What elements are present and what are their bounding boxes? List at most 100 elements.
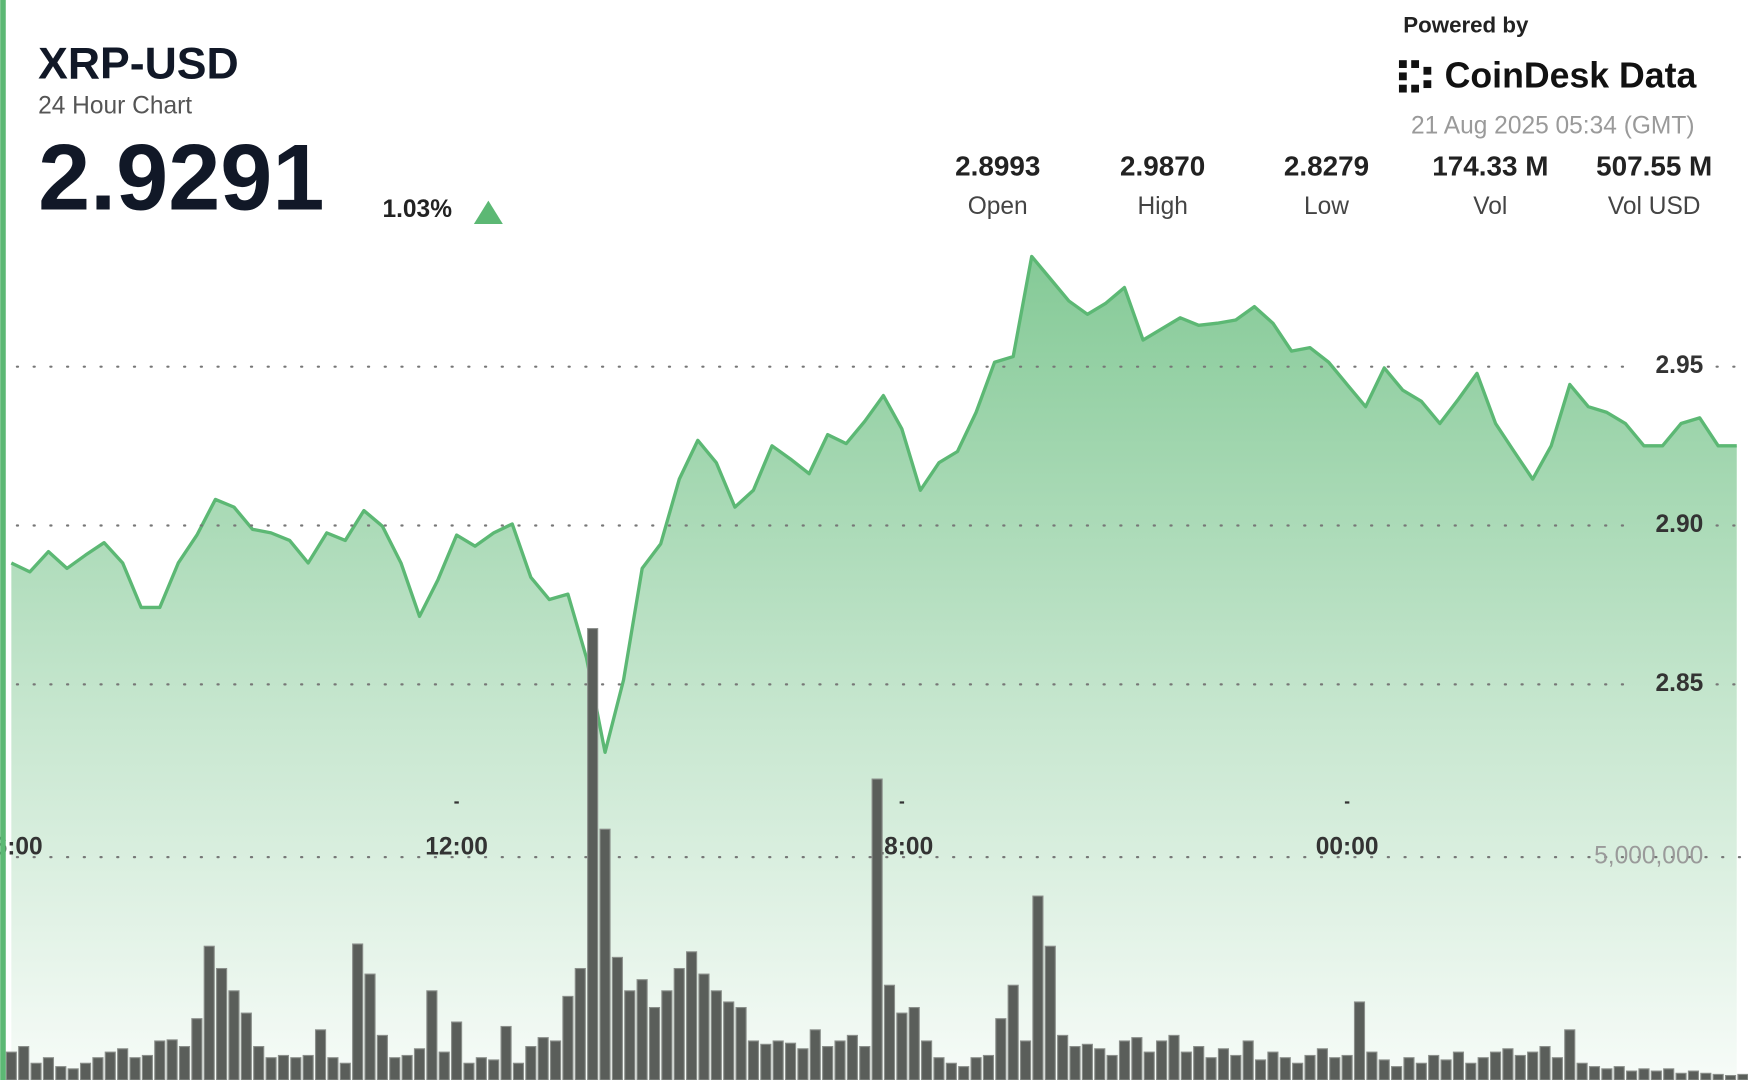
volume-bar xyxy=(154,1040,166,1080)
volume-bar xyxy=(1514,1054,1526,1080)
volume-bar xyxy=(141,1054,153,1080)
stat-label: Vol xyxy=(1473,193,1507,220)
up-arrow xyxy=(473,200,503,225)
volume-bar xyxy=(1724,1074,1737,1080)
price-area xyxy=(11,256,1737,1080)
volume-bar xyxy=(1341,1054,1353,1080)
volume-bar xyxy=(1700,1072,1712,1080)
volume-bar xyxy=(339,1062,351,1080)
volume-bar xyxy=(1156,1040,1168,1080)
y-tick-label: 2.90 xyxy=(1656,511,1704,538)
volume-bar xyxy=(1675,1072,1687,1080)
stat-label: Low xyxy=(1304,193,1349,220)
change: 1.03% xyxy=(382,196,452,223)
volume-bar xyxy=(475,1057,487,1080)
volume-bar xyxy=(1094,1048,1106,1080)
volume-bar xyxy=(1403,1057,1415,1080)
volume-bar xyxy=(500,1025,512,1080)
volume-bar xyxy=(1527,1051,1539,1080)
volume-bar xyxy=(1601,1068,1613,1080)
volume-bar xyxy=(1489,1051,1502,1080)
volume-bar xyxy=(908,1006,920,1080)
volume-bar xyxy=(846,1034,858,1080)
timestamp: 21 Aug 2025 05:34 (GMT) xyxy=(1411,113,1694,140)
volume-bar xyxy=(673,967,685,1080)
y-tick-label: 5,000,000 xyxy=(1594,843,1703,870)
volume-bar xyxy=(698,973,710,1080)
volume-bar xyxy=(1440,1059,1452,1080)
volume-bar xyxy=(389,1057,401,1080)
volume-bar xyxy=(216,967,228,1080)
volume-bar xyxy=(587,628,599,1080)
volume-bar xyxy=(883,984,896,1080)
volume-bar xyxy=(822,1046,834,1080)
volume-bar xyxy=(636,979,648,1080)
volume-bar xyxy=(364,973,376,1080)
volume-bar xyxy=(327,1057,339,1080)
volume-bar xyxy=(5,1051,17,1080)
volume-bar xyxy=(1638,1068,1650,1080)
volume-bar xyxy=(438,1051,450,1080)
stat-value: 174.33 M xyxy=(1432,151,1548,182)
volume-bar xyxy=(599,828,611,1080)
volume-bar xyxy=(1428,1054,1440,1080)
volume-bar xyxy=(921,1040,933,1080)
brand: CoinDesk Data xyxy=(1445,55,1698,95)
volume-bar xyxy=(265,1057,277,1080)
volume-bar xyxy=(1180,1051,1192,1080)
volume-bar xyxy=(1687,1070,1700,1080)
volume-bar xyxy=(982,1054,995,1080)
volume-bar xyxy=(1539,1046,1551,1080)
volume-bar xyxy=(67,1068,79,1080)
volume-bar xyxy=(512,1062,525,1080)
volume-bar xyxy=(451,1021,463,1080)
volume-bar xyxy=(735,1006,747,1080)
stat-label: Vol USD xyxy=(1608,193,1701,220)
volume-bar xyxy=(178,1046,191,1080)
volume-bar xyxy=(648,1006,661,1080)
volume-bar xyxy=(1465,1062,1477,1080)
volume-bar xyxy=(970,1057,982,1080)
price: 2.9291 xyxy=(38,125,324,230)
volume-bar xyxy=(277,1054,290,1080)
volume-bar xyxy=(859,1046,871,1080)
volume-bar xyxy=(79,1062,92,1080)
volume-bar xyxy=(1663,1068,1675,1080)
volume-bar xyxy=(129,1057,141,1080)
volume-bar xyxy=(1230,1054,1242,1080)
volume-bar xyxy=(772,1040,784,1080)
volume-bar xyxy=(710,990,722,1080)
stat-value: 2.9870 xyxy=(1120,151,1205,182)
volume-bar xyxy=(1057,1034,1069,1080)
volume-bar xyxy=(203,945,215,1080)
volume-bar xyxy=(1267,1051,1279,1080)
volume-bar xyxy=(995,1018,1007,1080)
volume-bar xyxy=(228,990,240,1080)
volume-bar xyxy=(92,1057,104,1080)
volume-bar xyxy=(686,951,698,1080)
volume-bar xyxy=(1044,945,1056,1080)
volume-bar xyxy=(809,1029,821,1080)
volume-bar xyxy=(797,1048,809,1080)
stat-value: 2.8279 xyxy=(1284,151,1369,182)
volume-bar xyxy=(1391,1066,1403,1080)
volume-bar xyxy=(1106,1054,1118,1080)
volume-bar xyxy=(834,1040,846,1080)
volume-bar xyxy=(1205,1057,1217,1080)
volume-bar xyxy=(1712,1073,1724,1080)
volume-bar xyxy=(1378,1059,1390,1080)
volume-bar xyxy=(55,1066,67,1080)
volume-bar xyxy=(562,995,574,1080)
volume-bar xyxy=(1304,1054,1316,1080)
y-tick-label: 2.95 xyxy=(1656,352,1704,379)
volume-bar xyxy=(240,1012,252,1080)
stat-value: 2.8993 xyxy=(955,151,1040,182)
volume-bar xyxy=(1502,1048,1514,1080)
volume-bar xyxy=(1032,895,1044,1080)
title: XRP-USD xyxy=(38,40,239,89)
volume-bar xyxy=(1551,1057,1563,1080)
volume-bar xyxy=(1069,1046,1081,1080)
volume-bar xyxy=(574,967,586,1080)
